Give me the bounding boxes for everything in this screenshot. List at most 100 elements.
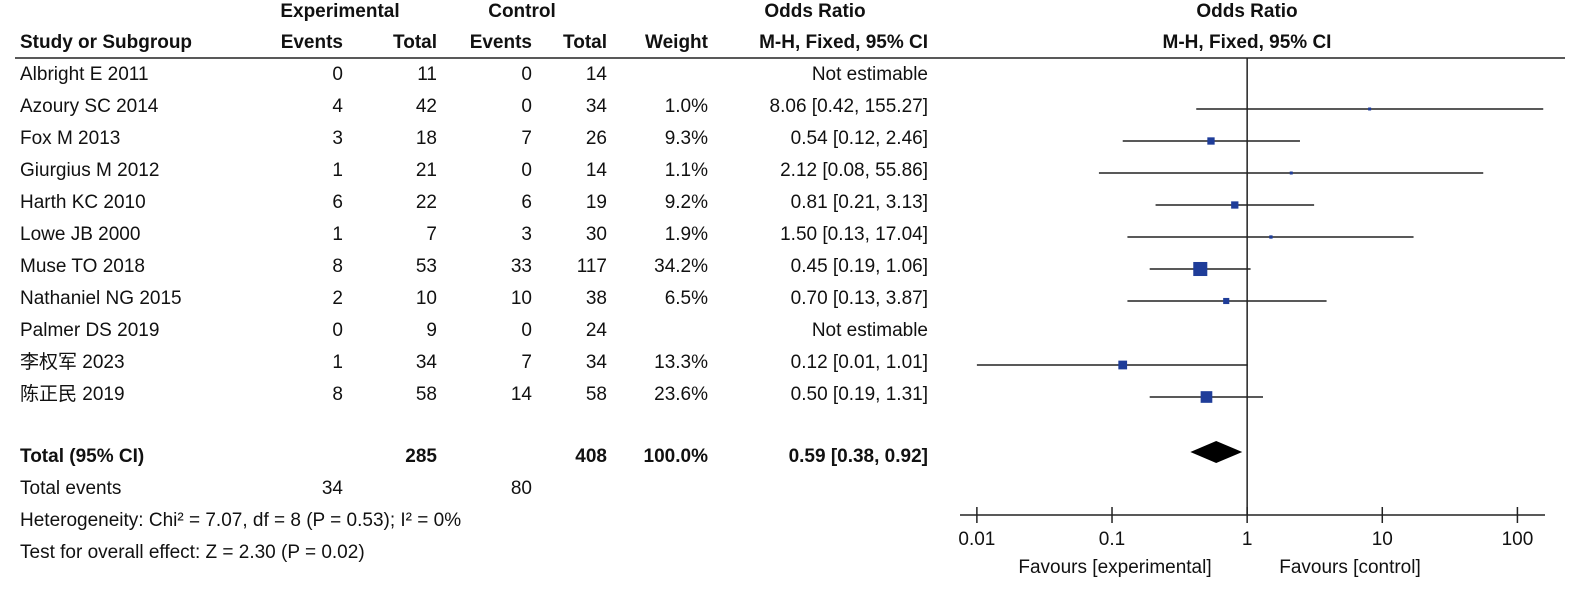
cell: 1.0% — [665, 96, 708, 117]
cell: 58 — [586, 384, 607, 405]
cell: Not estimable — [812, 320, 928, 341]
cell: 408 — [575, 446, 607, 467]
cell: 0.70 [0.13, 3.87] — [791, 288, 928, 309]
cell: 9 — [426, 320, 437, 341]
row-label: Azoury SC 2014 — [20, 96, 159, 117]
cell: 14 — [586, 160, 608, 181]
cell: 30 — [586, 224, 607, 245]
cell: 3 — [521, 224, 532, 245]
cell: 34 — [586, 352, 608, 373]
cell: 0 — [521, 96, 532, 117]
row-label: Albright E 2011 — [20, 64, 149, 85]
cell: 21 — [416, 160, 437, 181]
cell: 7 — [521, 128, 532, 149]
row-label: Palmer DS 2019 — [20, 320, 159, 341]
cell: 8 — [332, 384, 343, 405]
group-header: Odds Ratio — [764, 1, 865, 22]
cell: 14 — [511, 384, 533, 405]
row-label: Harth KC 2010 — [20, 192, 146, 213]
cell: 23.6% — [654, 384, 708, 405]
effect-box — [1207, 137, 1215, 145]
cell: 9.3% — [665, 128, 708, 149]
cell: 1.50 [0.13, 17.04] — [780, 224, 928, 245]
effect-box — [1269, 235, 1273, 239]
heterogeneity: Heterogeneity: Chi² = 7.07, df = 8 (P = … — [20, 510, 461, 531]
cell: 24 — [586, 320, 608, 341]
row-label: 陈正民 2019 — [20, 383, 125, 405]
cell: 10 — [511, 288, 532, 309]
cell: 0 — [521, 64, 532, 85]
cell: 42 — [416, 96, 437, 117]
cell: 0 — [521, 160, 532, 181]
effect-box — [1223, 297, 1230, 305]
cell: 4 — [332, 96, 343, 117]
cell: 100.0% — [644, 446, 709, 467]
column-header: Weight — [645, 32, 709, 53]
column-header: M-H, Fixed, 95% CI — [759, 32, 928, 53]
favours-right: Favours [control] — [1279, 557, 1421, 578]
cell: 0.50 [0.19, 1.31] — [791, 384, 928, 405]
cell: 6 — [332, 192, 343, 213]
cell: 19 — [586, 192, 607, 213]
cell: 7 — [426, 224, 437, 245]
row-label: 李权军 2023 — [20, 351, 125, 373]
x-tick-label: 0.1 — [1099, 529, 1125, 550]
effect-box — [1118, 360, 1128, 370]
column-header: Events — [470, 32, 532, 53]
effect-box — [1231, 201, 1239, 209]
cell: 8 — [332, 256, 343, 277]
cell: 0.59 [0.38, 0.92] — [789, 446, 928, 467]
cell: 26 — [586, 128, 607, 149]
cell: 2.12 [0.08, 55.86] — [780, 160, 928, 181]
cell: 1.9% — [665, 224, 708, 245]
row-label: Muse TO 2018 — [20, 256, 145, 277]
cell: 0 — [332, 320, 343, 341]
cell: 80 — [511, 478, 532, 499]
group-header: Control — [488, 1, 556, 22]
cell: 11 — [417, 64, 437, 85]
cell: 34 — [416, 352, 438, 373]
cell: 0 — [332, 64, 343, 85]
cell: 10 — [416, 288, 437, 309]
cell: 6 — [521, 192, 532, 213]
cell: 0.54 [0.12, 2.46] — [791, 128, 928, 149]
x-tick-label: 100 — [1502, 529, 1534, 550]
column-header: Study or Subgroup — [20, 32, 192, 53]
cell: 9.2% — [665, 192, 708, 213]
x-tick-label: 0.01 — [958, 529, 995, 550]
cell: 8.06 [0.42, 155.27] — [770, 96, 928, 117]
row-label: Total (95% CI) — [20, 446, 144, 467]
cell: 1.1% — [665, 160, 708, 181]
x-tick-label: 1 — [1242, 529, 1253, 550]
column-header: Events — [281, 32, 343, 53]
cell: Not estimable — [812, 64, 928, 85]
cell: 0.45 [0.19, 1.06] — [791, 256, 928, 277]
cell: 1 — [332, 160, 343, 181]
cell: 13.3% — [654, 352, 708, 373]
cell: 58 — [416, 384, 437, 405]
cell: 22 — [416, 192, 437, 213]
row-label: Nathaniel NG 2015 — [20, 288, 182, 309]
plot-subtitle: M-H, Fixed, 95% CI — [1163, 32, 1332, 53]
row-label: Total events — [20, 478, 121, 499]
effect-box — [1193, 261, 1208, 277]
cell: 0 — [521, 320, 532, 341]
effect-box — [1289, 171, 1293, 175]
cell: 38 — [586, 288, 607, 309]
row-label: Fox M 2013 — [20, 128, 120, 149]
column-header: Total — [393, 32, 437, 53]
row-label: Lowe JB 2000 — [20, 224, 140, 245]
cell: 0.81 [0.21, 3.13] — [791, 192, 928, 213]
cell: 0.12 [0.01, 1.01] — [791, 352, 928, 373]
row-label: Giurgius M 2012 — [20, 160, 159, 181]
cell: 7 — [521, 352, 532, 373]
cell: 34 — [586, 96, 608, 117]
cell: 53 — [416, 256, 437, 277]
plot-title: Odds Ratio — [1196, 1, 1297, 22]
overall-effect: Test for overall effect: Z = 2.30 (P = 0… — [20, 542, 365, 563]
x-tick-label: 10 — [1372, 529, 1393, 550]
cell: 34 — [322, 478, 344, 499]
cell: 285 — [405, 446, 437, 467]
column-header: Total — [563, 32, 607, 53]
